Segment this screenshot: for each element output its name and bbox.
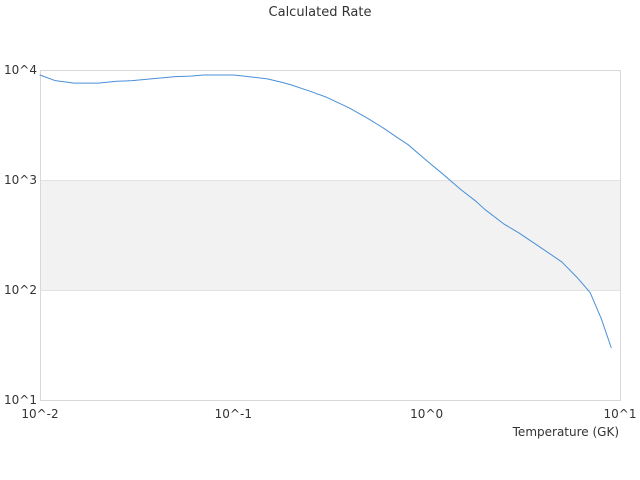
y-tick-label: 10^4 [4,63,37,77]
plot-border [40,70,621,401]
x-tick-label: 10^-1 [215,407,252,421]
series-layer [39,74,612,349]
x-tick-label: 10^1 [604,407,637,421]
x-axis-ticks: 10^-2 10^-1 10^0 10^1 [21,407,636,421]
plot-bands [40,180,620,290]
x-tick-label: 10^-2 [21,407,58,421]
x-axis-title: Temperature (GK) [512,425,619,439]
series-line [39,74,612,349]
y-tick-label: 10^1 [4,393,37,407]
y-axis-ticks: 10^1 10^2 10^3 10^4 [4,63,37,407]
y-tick-label: 10^3 [4,173,37,187]
x-tick-label: 10^0 [410,407,443,421]
plot-band [40,180,620,290]
chart-title: Calculated Rate [269,5,372,20]
y-tick-label: 10^2 [4,283,37,297]
